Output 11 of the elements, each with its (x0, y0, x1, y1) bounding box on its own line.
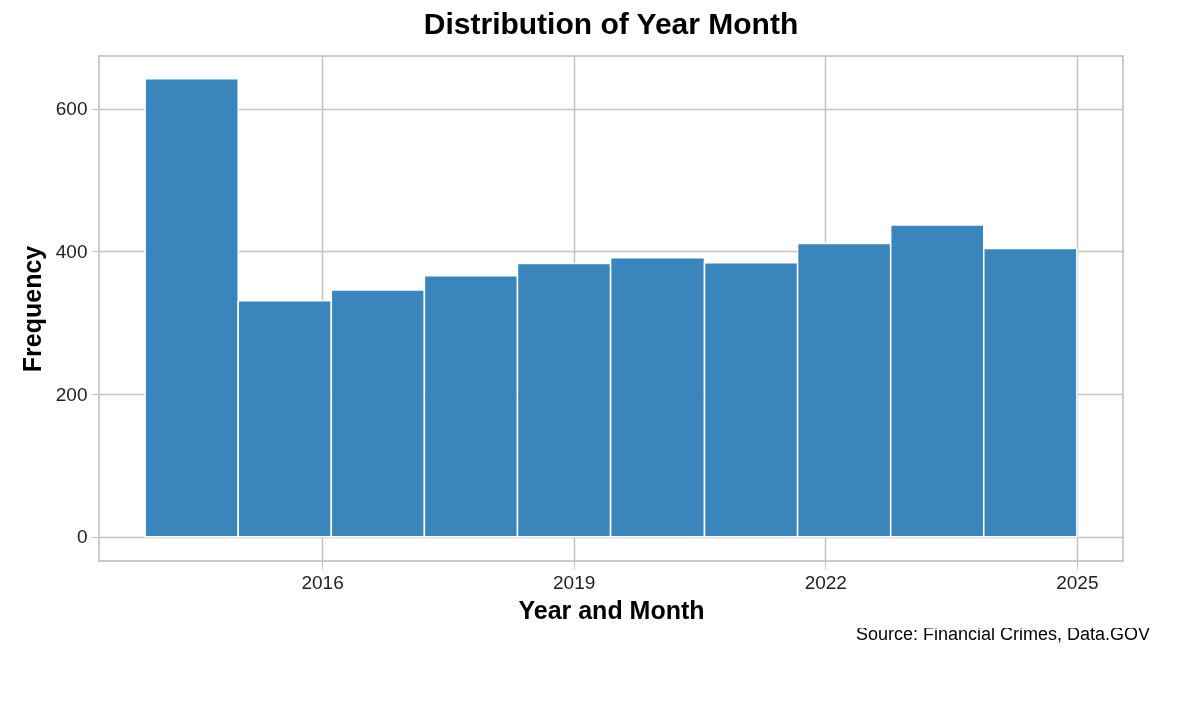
x-axis-title: Year and Month (518, 595, 705, 624)
x-tick-label: 2019 (553, 571, 596, 593)
y-tick-label: 600 (55, 98, 88, 120)
y-axis-title: Frequency (17, 245, 46, 373)
y-tick-label: 200 (55, 383, 88, 405)
x-tick-label: 2016 (301, 571, 344, 593)
x-tick-label: 2022 (804, 571, 847, 593)
y-tick-label: 0 (76, 526, 88, 548)
y-tick-label: 400 (55, 240, 88, 262)
x-tick-label: 2025 (1056, 571, 1099, 593)
chart-title: Distribution of Year Month (423, 7, 799, 40)
